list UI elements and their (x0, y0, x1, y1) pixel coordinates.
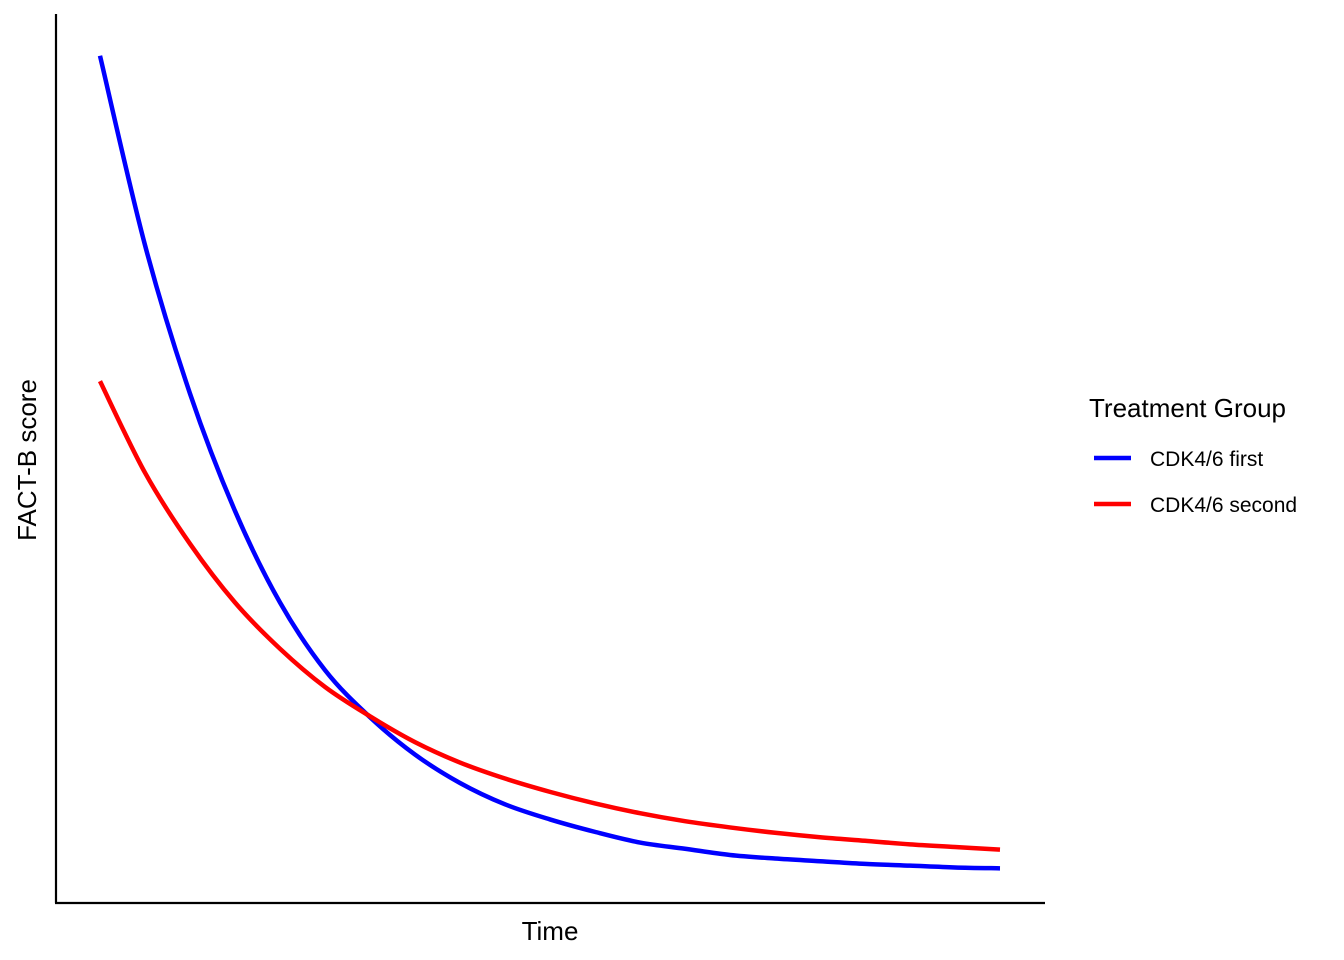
legend-label-1: CDK4/6 first (1150, 448, 1263, 471)
legend-item-1: CDK4/6 first (1094, 448, 1263, 471)
legend-items: CDK4/6 first CDK4/6 second (1094, 448, 1297, 517)
legend-label-2: CDK4/6 second (1150, 494, 1297, 517)
legend-title: Treatment Group (1089, 393, 1286, 423)
series-line-1 (97, 55, 1001, 871)
legend-item-2: CDK4/6 second (1094, 494, 1297, 517)
series-line-2 (97, 380, 1001, 852)
series-layer (97, 55, 1001, 871)
plot-area (54, 14, 1045, 905)
x-axis-title: Time (522, 916, 579, 946)
y-axis-title: FACT-B score (12, 379, 42, 541)
legend: Treatment Group CDK4/6 first CDK4/6 secon… (1089, 393, 1297, 517)
